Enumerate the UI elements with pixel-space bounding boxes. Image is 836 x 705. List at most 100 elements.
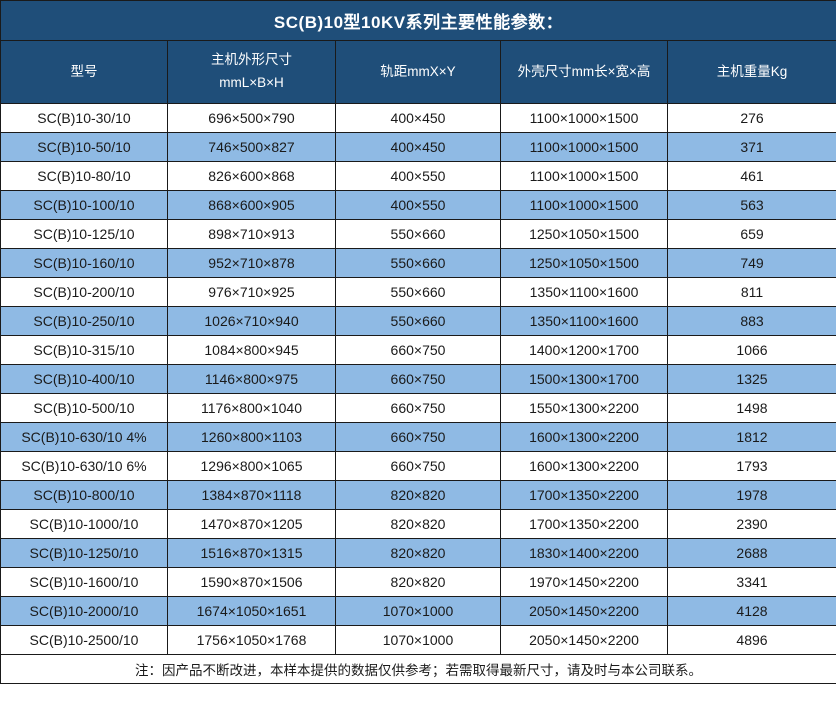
cell-shell-dimensions: 1700×1350×2200 (500, 509, 668, 539)
cell-main-unit-weight: 811 (667, 277, 836, 307)
cell-shell-dimensions: 1400×1200×1700 (500, 335, 668, 365)
cell-main-unit-dimensions: 1516×870×1315 (167, 538, 336, 568)
table-row: SC(B)10-500/10 1176×800×1040 660×750 1550×1… (0, 393, 836, 423)
cell-track-gauge: 660×750 (335, 422, 501, 452)
title-row: SC(B)10型10KV系列主要性能参数： (0, 0, 836, 41)
cell-shell-dimensions: 2050×1450×2200 (500, 625, 668, 655)
table-row: SC(B)10-30/10 696×500×790 400×450 1100×1000… (0, 103, 836, 133)
page-title: SC(B)10型10KV系列主要性能参数： (0, 0, 836, 41)
cell-main-unit-weight: 461 (667, 161, 836, 191)
cell-main-unit-dimensions: 868×600×905 (167, 190, 336, 220)
footer-note: 注：因产品不断改进，本样本提供的数据仅供参考；若需取得最新尺寸，请及时与本公司联… (0, 654, 836, 684)
cell-model: SC(B)10-1000/10 (0, 509, 168, 539)
cell-main-unit-dimensions: 1674×1050×1651 (167, 596, 336, 626)
cell-model: SC(B)10-800/10 (0, 480, 168, 510)
table-row: SC(B)10-250/10 1026×710×940 550×660 1350×11… (0, 306, 836, 336)
table-body: SC(B)10-30/10 696×500×790 400×450 1100×1000… (0, 103, 836, 655)
cell-model: SC(B)10-30/10 (0, 103, 168, 133)
cell-track-gauge: 820×820 (335, 509, 501, 539)
cell-shell-dimensions: 1550×1300×2200 (500, 393, 668, 423)
table-row: SC(B)10-1600/10 1590×870×1506 820×820 1970×… (0, 567, 836, 597)
cell-main-unit-dimensions: 1026×710×940 (167, 306, 336, 336)
cell-track-gauge: 1070×1000 (335, 596, 501, 626)
column-header-label: 主机重量Kg (716, 63, 788, 79)
cell-main-unit-weight: 1498 (667, 393, 836, 423)
cell-main-unit-weight: 276 (667, 103, 836, 133)
cell-model: SC(B)10-250/10 (0, 306, 168, 336)
cell-model: SC(B)10-125/10 (0, 219, 168, 249)
cell-track-gauge: 820×820 (335, 538, 501, 568)
table-row: SC(B)10-1000/10 1470×870×1205 820×820 1700×… (0, 509, 836, 539)
cell-main-unit-dimensions: 746×500×827 (167, 132, 336, 162)
table-row: SC(B)10-1250/10 1516×870×1315 820×820 1830×… (0, 538, 836, 568)
cell-track-gauge: 660×750 (335, 364, 501, 394)
cell-model: SC(B)10-80/10 (0, 161, 168, 191)
cell-track-gauge: 550×660 (335, 219, 501, 249)
cell-main-unit-weight: 2688 (667, 538, 836, 568)
cell-main-unit-dimensions: 976×710×925 (167, 277, 336, 307)
cell-model: SC(B)10-100/10 (0, 190, 168, 220)
cell-model: SC(B)10-400/10 (0, 364, 168, 394)
spec-table: SC(B)10型10KV系列主要性能参数： 型号 主机外形尺寸 mmL×B×H 轨距m… (0, 0, 836, 684)
table-row: SC(B)10-80/10 826×600×868 400×550 1100×1000… (0, 161, 836, 191)
cell-shell-dimensions: 1600×1300×2200 (500, 422, 668, 452)
cell-track-gauge: 550×660 (335, 306, 501, 336)
cell-model: SC(B)10-160/10 (0, 248, 168, 278)
cell-main-unit-dimensions: 1084×800×945 (167, 335, 336, 365)
cell-main-unit-weight: 883 (667, 306, 836, 336)
cell-main-unit-dimensions: 952×710×878 (167, 248, 336, 278)
cell-main-unit-weight: 749 (667, 248, 836, 278)
column-header-model: 型号 (0, 40, 168, 104)
table-row: SC(B)10-125/10 898×710×913 550×660 1250×105… (0, 219, 836, 249)
cell-track-gauge: 660×750 (335, 335, 501, 365)
cell-model: SC(B)10-630/10 6% (0, 451, 168, 481)
column-header-main-unit-weight: 主机重量Kg (667, 40, 836, 104)
cell-shell-dimensions: 1700×1350×2200 (500, 480, 668, 510)
column-header-label: 轨距mmX×Y (380, 63, 456, 79)
cell-main-unit-weight: 4128 (667, 596, 836, 626)
cell-main-unit-dimensions: 826×600×868 (167, 161, 336, 191)
cell-main-unit-dimensions: 1260×800×1103 (167, 422, 336, 452)
cell-main-unit-dimensions: 1590×870×1506 (167, 567, 336, 597)
cell-main-unit-weight: 563 (667, 190, 836, 220)
cell-model: SC(B)10-200/10 (0, 277, 168, 307)
column-header-label: 外壳尺寸mm长×宽×高 (517, 63, 651, 79)
cell-main-unit-weight: 4896 (667, 625, 836, 655)
cell-main-unit-dimensions: 1384×870×1118 (167, 480, 336, 510)
cell-main-unit-weight: 371 (667, 132, 836, 162)
cell-model: SC(B)10-2000/10 (0, 596, 168, 626)
cell-shell-dimensions: 1100×1000×1500 (500, 161, 668, 191)
column-header-main-unit-dimensions: 主机外形尺寸 mmL×B×H (167, 40, 336, 104)
table-row: SC(B)10-160/10 952×710×878 550×660 1250×105… (0, 248, 836, 278)
cell-model: SC(B)10-315/10 (0, 335, 168, 365)
cell-main-unit-dimensions: 1176×800×1040 (167, 393, 336, 423)
cell-main-unit-dimensions: 1296×800×1065 (167, 451, 336, 481)
cell-shell-dimensions: 1970×1450×2200 (500, 567, 668, 597)
cell-main-unit-dimensions: 898×710×913 (167, 219, 336, 249)
column-header-label: mmL×B×H (219, 75, 284, 90)
cell-shell-dimensions: 1100×1000×1500 (500, 190, 668, 220)
cell-shell-dimensions: 1350×1100×1600 (500, 277, 668, 307)
header-row: 型号 主机外形尺寸 mmL×B×H 轨距mmX×Y 外壳尺寸mm长×宽×高 主机重量Kg (0, 40, 836, 104)
cell-main-unit-weight: 1812 (667, 422, 836, 452)
cell-shell-dimensions: 1100×1000×1500 (500, 132, 668, 162)
column-header-label: 型号 (70, 63, 98, 79)
table-row: SC(B)10-315/10 1084×800×945 660×750 1400×12… (0, 335, 836, 365)
cell-track-gauge: 550×660 (335, 277, 501, 307)
cell-main-unit-dimensions: 1146×800×975 (167, 364, 336, 394)
column-header-shell-dimensions: 外壳尺寸mm长×宽×高 (500, 40, 668, 104)
cell-track-gauge: 400×550 (335, 161, 501, 191)
cell-main-unit-weight: 1066 (667, 335, 836, 365)
cell-model: SC(B)10-630/10 4% (0, 422, 168, 452)
cell-main-unit-weight: 1793 (667, 451, 836, 481)
cell-shell-dimensions: 1830×1400×2200 (500, 538, 668, 568)
cell-shell-dimensions: 1250×1050×1500 (500, 219, 668, 249)
cell-main-unit-dimensions: 1756×1050×1768 (167, 625, 336, 655)
table-row: SC(B)10-2500/10 1756×1050×1768 1070×1000 20… (0, 625, 836, 655)
cell-shell-dimensions: 1600×1300×2200 (500, 451, 668, 481)
cell-main-unit-weight: 3341 (667, 567, 836, 597)
cell-shell-dimensions: 1250×1050×1500 (500, 248, 668, 278)
cell-track-gauge: 820×820 (335, 480, 501, 510)
cell-shell-dimensions: 1350×1100×1600 (500, 306, 668, 336)
cell-main-unit-weight: 2390 (667, 509, 836, 539)
